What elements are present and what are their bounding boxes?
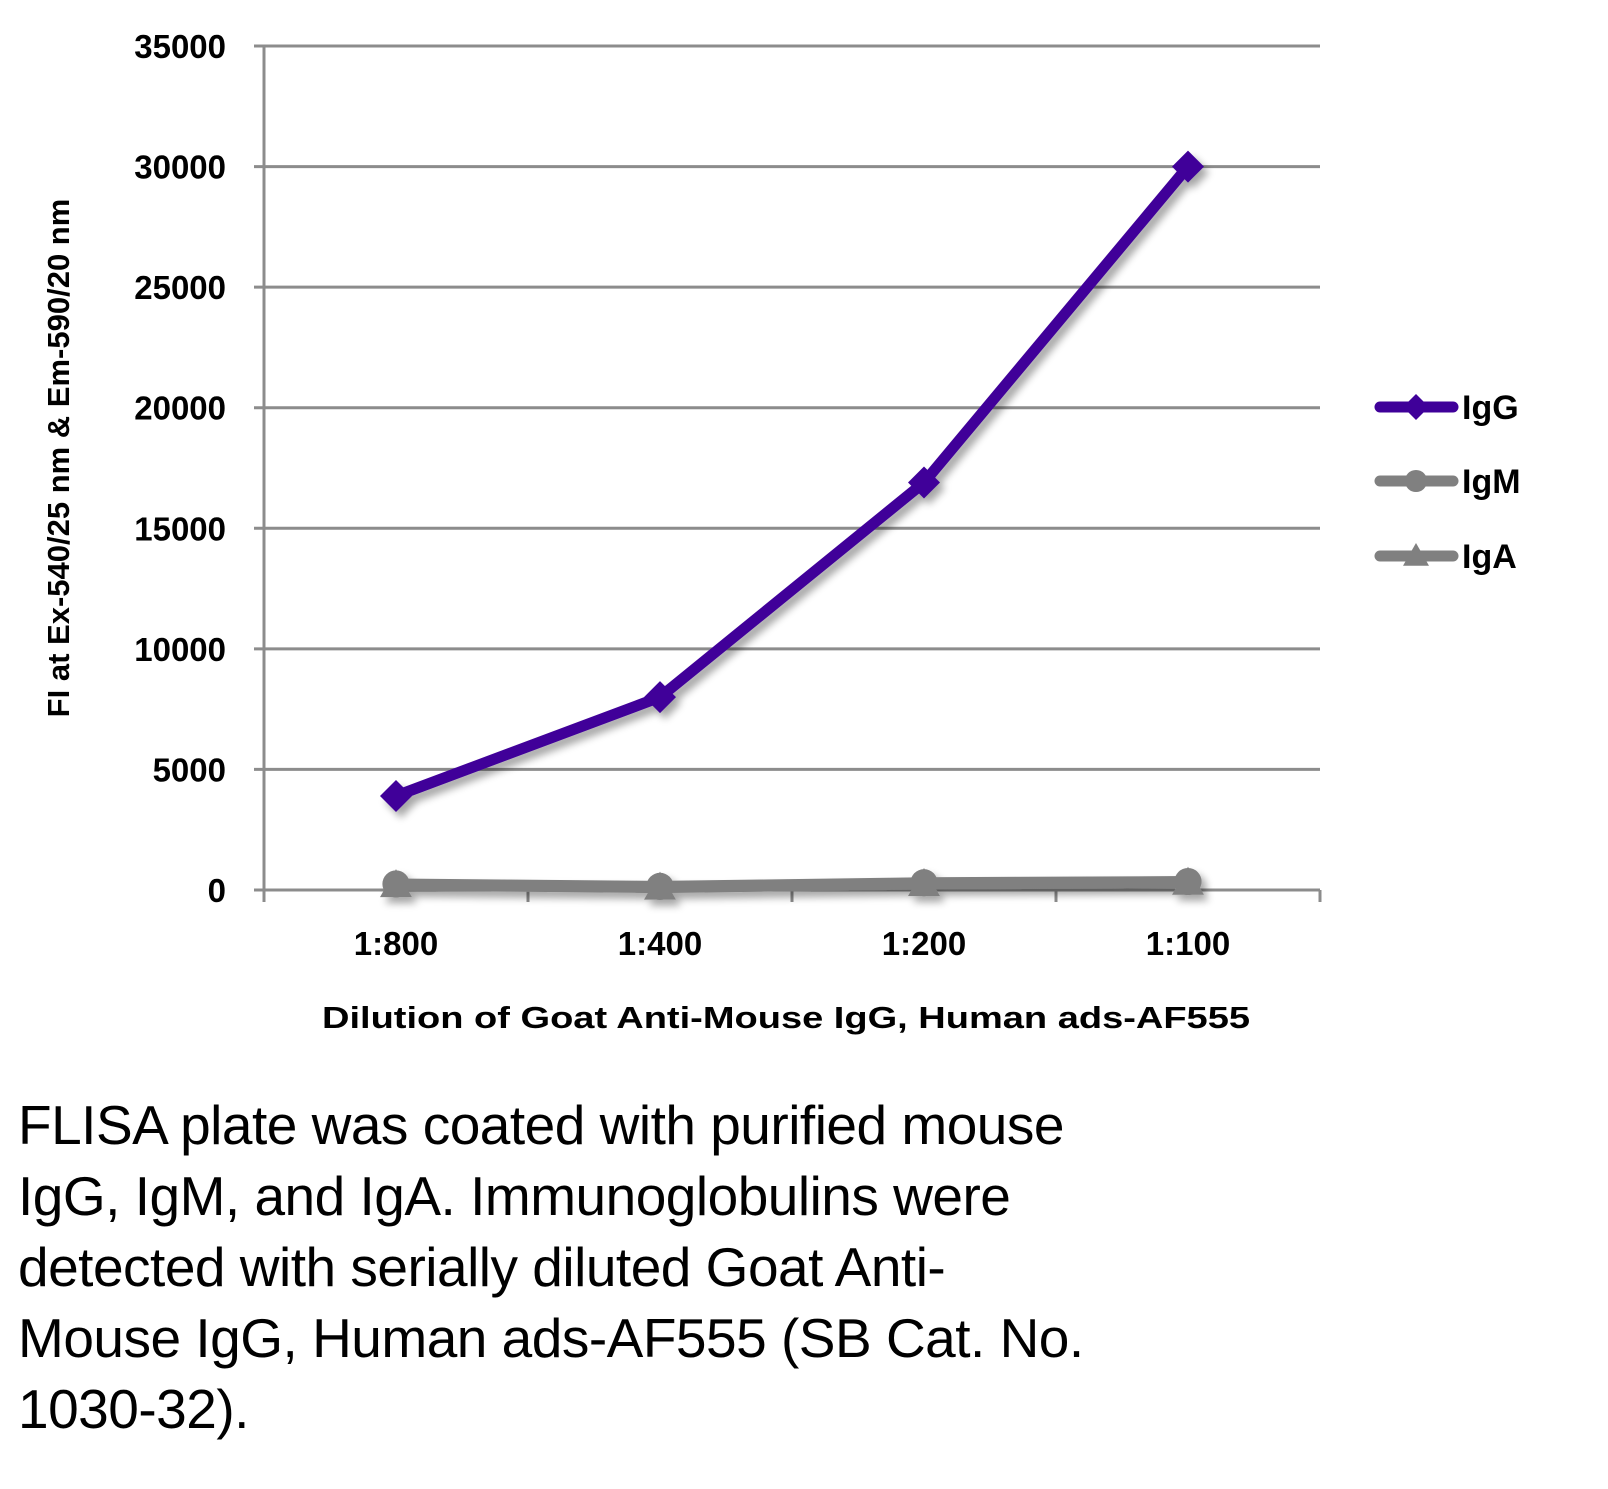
y-tick-label: 35000 <box>134 28 226 65</box>
axes <box>262 46 1322 902</box>
legend-label: IgM <box>1462 463 1521 501</box>
y-tick-label: 15000 <box>134 510 226 547</box>
caption-line: 1030-32). <box>18 1378 249 1440</box>
y-tick-label: 30000 <box>134 149 226 186</box>
series-line-igg <box>390 161 1194 802</box>
legend-item-igm: IgM <box>1374 463 1521 501</box>
caption-line: IgG, IgM, and IgA. Immunoglobulins were <box>18 1165 1011 1227</box>
series-igg <box>380 150 1204 812</box>
legend-item-igg: IgG <box>1374 389 1519 427</box>
legend-circle-icon <box>1404 469 1428 493</box>
legend: IgG IgM IgA <box>1374 389 1521 576</box>
y-tick-label: 25000 <box>134 269 226 306</box>
data-point-diamond <box>380 779 412 812</box>
data-point-circle <box>382 870 410 898</box>
legend-label: IgG <box>1462 389 1519 427</box>
data-point-circle <box>1174 867 1202 896</box>
legend-label: IgA <box>1462 538 1517 576</box>
data-point-circle <box>910 869 938 897</box>
data-point-circle <box>646 872 674 900</box>
x-tick-labels: 1:800 1:400 1:200 1:100 <box>354 925 1230 962</box>
x-axis-title: Dilution of Goat Anti-Mouse IgG, Human a… <box>322 1000 1250 1035</box>
y-tick-label: 20000 <box>134 390 226 427</box>
y-tick-labels: 0 5000 10000 15000 20000 25000 30000 35000 <box>134 28 226 909</box>
data-point-diamond <box>1172 150 1204 183</box>
legend-item-iga: IgA <box>1374 538 1517 576</box>
legend-diamond-icon <box>1403 394 1429 420</box>
x-tick-label: 1:800 <box>354 925 438 962</box>
series-line-igm <box>390 876 1194 892</box>
data-point-diamond <box>644 681 676 714</box>
figure-caption: FLISA plate was coated with purified mou… <box>18 1090 1418 1445</box>
x-tick-label: 1:400 <box>618 925 702 962</box>
x-tick-label: 1:100 <box>1146 925 1230 962</box>
caption-line: Mouse IgG, Human ads-AF555 (SB Cat. No. <box>18 1307 1084 1369</box>
legend-triangle-icon <box>1403 543 1429 566</box>
caption-line: FLISA plate was coated with purified mou… <box>18 1094 1064 1156</box>
series-group <box>380 150 1204 900</box>
caption-line: detected with serially diluted Goat Anti… <box>18 1236 946 1298</box>
series-igm <box>382 867 1202 900</box>
y-tick-label: 0 <box>208 872 226 909</box>
flisa-line-chart: 0 5000 10000 15000 20000 25000 30000 35000 1:80… <box>41 28 1521 1035</box>
y-tick-label: 10000 <box>134 631 226 668</box>
data-point-diamond <box>908 466 940 499</box>
y-tick-label: 5000 <box>153 751 226 788</box>
y-axis-title: FI at Ex-540/25 nm & Em-590/20 nm <box>41 199 76 718</box>
gridlines <box>254 44 1320 892</box>
x-tick-label: 1:200 <box>882 925 966 962</box>
